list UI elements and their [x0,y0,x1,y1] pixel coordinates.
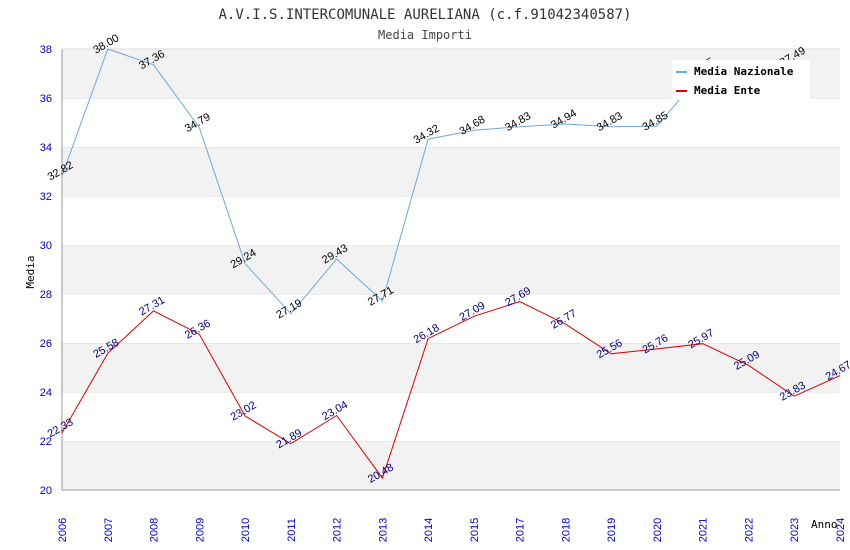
x-tick-label: 2006 [57,518,69,542]
axes [61,49,840,491]
grid-band [62,441,840,490]
x-tick-labels: 2006 2007 2008 2009 2010 2011 2012 2013 2014 2015… [57,518,847,542]
x-tick-label: 2021 [698,518,710,542]
x-tick-label: 2022 [743,518,755,542]
chart-title: A.V.I.S.INTERCOMUNALE AURELIANA (c.f.910… [218,7,631,23]
y-tick-labels: 20 22 24 26 28 30 32 34 36 38 [40,44,52,497]
legend-background [672,60,810,100]
y-tick-label: 28 [40,289,52,301]
y-tick-label: 26 [40,338,52,350]
x-tick-label: 2007 [103,518,115,542]
x-tick-label: 2012 [332,518,344,542]
grid-band [62,294,840,343]
x-axis-label: Anno [811,518,838,531]
grid-band [62,98,840,147]
x-tick-label: 2015 [469,518,481,542]
series-line-media-nazionale [61,48,795,315]
y-tick-label: 24 [40,387,52,399]
x-tick-label: 2020 [652,518,664,542]
y-tick-label: 20 [40,485,52,497]
x-tick-label: 2019 [606,518,618,542]
x-tick-label: 2009 [194,518,206,542]
y-tick-label: 34 [40,142,52,154]
grid-band [62,245,840,294]
y-axis-label: Media [24,255,37,288]
legend-entry-media-ente: Media Ente [694,84,761,97]
y-tick-label: 36 [40,93,52,105]
x-tick-label: 2014 [423,518,435,542]
x-tick-label: 2010 [240,518,252,542]
grid-band [62,147,840,196]
legend: Media Nazionale Media Ente [672,60,810,100]
grid-band [62,392,840,441]
y-tick-label: 30 [40,240,52,252]
y-tick-label: 38 [40,44,52,56]
grid-band [62,343,840,392]
legend-entry-media-nazionale: Media Nazionale [694,65,794,78]
grid-bands [62,48,840,490]
x-tick-label: 2013 [377,518,389,542]
x-tick-label: 2018 [560,518,572,542]
grid-band [62,196,840,245]
x-tick-label: 2008 [149,518,161,542]
y-tick-label: 32 [40,191,52,203]
series-line-media-ente [61,301,841,480]
x-tick-label: 2024 [835,518,847,542]
series-lines [61,48,841,480]
x-tick-label: 2017 [515,518,527,542]
chart-subtitle: Media Importi [378,28,472,42]
x-tick-label: 2023 [789,518,801,542]
y-tick-label: 22 [40,436,52,448]
x-tick-label: 2011 [286,518,298,542]
